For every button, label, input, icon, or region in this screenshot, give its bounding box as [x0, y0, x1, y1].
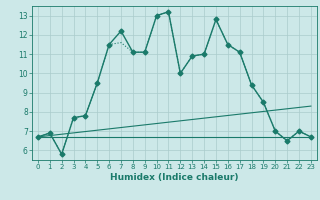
X-axis label: Humidex (Indice chaleur): Humidex (Indice chaleur) [110, 173, 239, 182]
